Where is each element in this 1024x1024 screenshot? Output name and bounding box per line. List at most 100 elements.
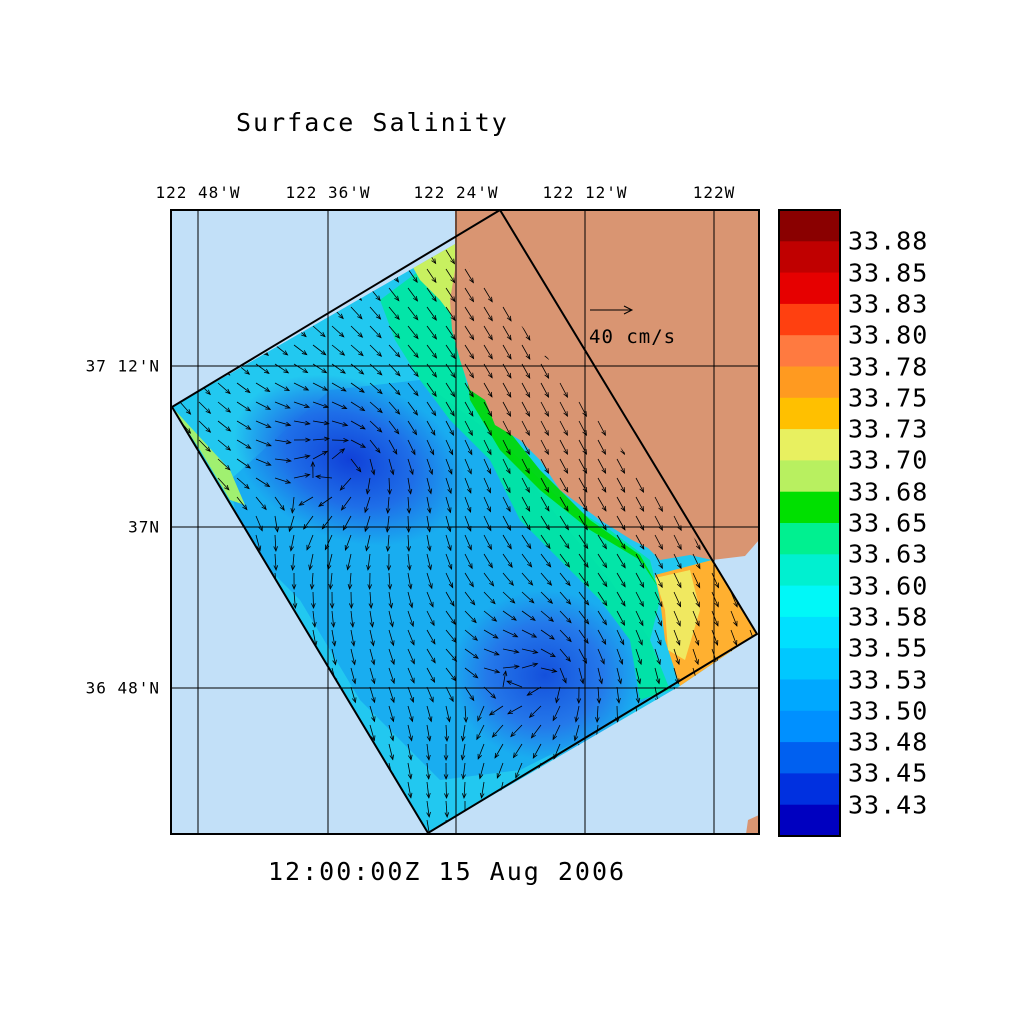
current-vector [367,553,371,570]
current-vector-head [410,449,416,456]
current-vector [312,325,326,337]
current-vector [531,724,542,739]
current-vector [407,743,412,760]
current-vector [492,724,504,738]
current-vector [255,420,271,428]
current-vector [673,572,682,588]
current-vector-head [618,659,624,666]
current-vector [350,686,356,703]
current-vector [654,610,662,626]
current-vector-head [446,526,452,533]
current-vector-head [471,617,477,624]
current-vector-head [676,582,682,589]
current-vector [673,553,682,569]
current-vector [494,743,504,759]
current-vector [578,629,589,644]
current-vector-head [450,353,456,360]
current-vector-head [616,697,621,704]
current-vector [445,591,455,607]
map-title: Surface Salinity [236,108,509,137]
current-vector [464,420,473,436]
colorbar-label: 33.83 [848,289,929,319]
lon-label-122w: 122W [692,183,736,202]
current-vector-head [584,618,590,625]
current-vector [369,325,382,338]
current-vector-head [431,296,437,302]
current-vector-head [225,388,231,395]
current-vector [275,839,281,854]
current-vector [388,648,395,665]
current-vector [312,344,326,356]
current-vector [711,610,719,626]
current-vector-head [183,849,187,854]
current-vector [559,458,568,474]
current-vector [445,401,455,416]
colorbar-swatch [779,523,840,555]
current-vector-head [427,850,431,855]
current-vector-head [531,633,538,638]
current-vector-head [566,617,572,624]
current-vector-head [431,277,437,284]
current-vector-head [525,353,531,360]
current-vector-head [285,439,292,445]
current-vector-head [431,410,437,417]
current-vector-head [347,584,353,590]
current-vector-head [508,580,515,586]
colorbar-swatch [779,272,840,305]
current-vector [515,762,523,778]
current-vector [274,363,289,374]
current-vector [464,610,477,623]
current-vector-head [385,546,391,552]
current-vector [464,553,473,569]
current-vector [673,534,682,550]
current-vector [521,572,533,586]
current-vector [236,401,251,412]
current-vector [540,667,557,672]
current-vector-head [364,526,369,533]
current-vector-head [528,712,535,718]
current-vector-head [426,811,431,818]
current-vector [407,515,410,533]
current-vector-head [491,616,498,622]
current-vector-head [427,488,433,495]
current-vector [426,762,430,779]
current-vector [673,610,681,626]
current-vector [483,610,497,622]
current-vector-head [619,639,625,646]
current-vector [369,420,382,433]
current-vector-head [448,449,454,456]
current-vector [462,762,466,779]
current-vector [445,610,456,625]
current-vector [559,591,571,605]
current-vector-head [450,296,456,303]
current-vector [274,553,277,570]
current-vector [635,572,645,588]
current-vector-head [490,598,496,605]
current-vector-head [431,371,438,378]
current-vector-head [340,368,346,374]
current-vector [464,629,478,641]
current-vector-head [447,563,453,570]
current-vector-head [245,443,252,449]
current-vector-head [447,488,452,495]
current-vector-head [546,580,553,586]
current-vector-head [429,449,435,456]
current-vector [464,591,476,605]
current-vector-head [369,621,375,628]
current-vector [331,420,348,426]
current-vector-head [714,582,719,589]
current-vector [293,420,310,425]
current-vector [388,629,394,646]
current-vector [692,648,699,665]
current-vector [407,268,418,283]
colorbar [779,210,840,837]
current-vector-head [550,652,556,658]
current-vector [347,553,352,570]
current-vector [407,325,419,339]
current-vector-head [472,673,479,679]
current-vector [331,325,345,338]
current-vector [559,477,569,493]
current-vector [510,724,523,737]
colorbar-swatch [779,585,840,618]
current-vector-head [303,386,310,391]
